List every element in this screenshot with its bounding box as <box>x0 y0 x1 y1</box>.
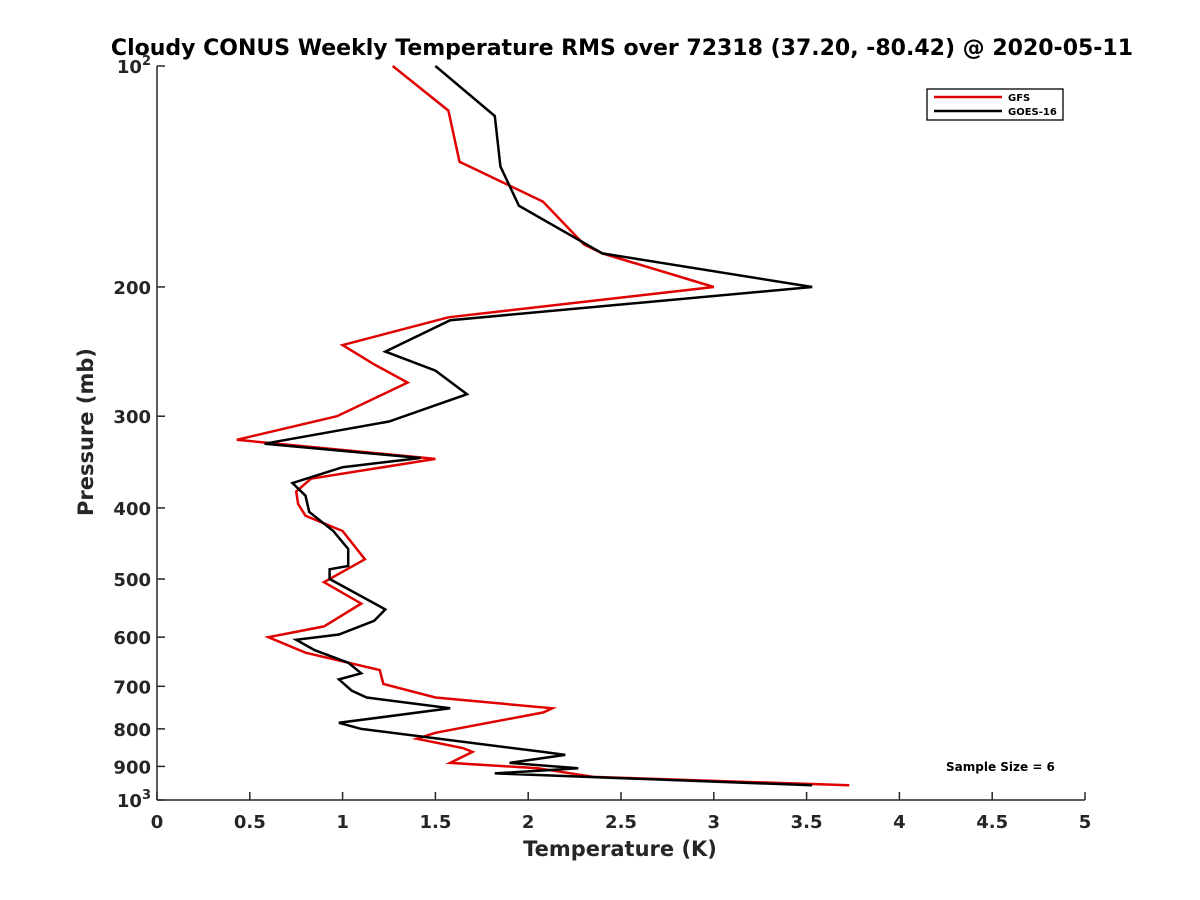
y-tick-label: 103 <box>117 788 151 812</box>
legend: GFS GOES-16 <box>926 88 1064 121</box>
y-tick-label: 500 <box>113 570 151 591</box>
y-tick-label: 200 <box>113 278 151 299</box>
x-tick-label: 1.5 <box>419 812 451 833</box>
chart-title: Cloudy CONUS Weekly Temperature RMS over… <box>111 36 1133 61</box>
legend-label-gfs: GFS <box>1008 93 1030 104</box>
x-tick-label: 3 <box>708 812 721 833</box>
legend-label-goes16: GOES-16 <box>1008 107 1057 118</box>
series-line-gfs <box>236 65 850 787</box>
x-tick-label: 0.5 <box>234 812 266 833</box>
x-tick-label: 4 <box>893 812 906 833</box>
y-tick-label: 600 <box>113 628 151 649</box>
y-tick-label: 900 <box>113 757 151 778</box>
y-tick-label: 102 <box>117 54 151 78</box>
x-tick-label: 1 <box>336 812 349 833</box>
y-tick-label: 300 <box>113 407 151 428</box>
y-axis-label: Pressure (mb) <box>74 348 98 516</box>
y-tick-label: 400 <box>113 499 151 520</box>
legend-box <box>926 88 1064 121</box>
x-tick-label: 0 <box>151 812 164 833</box>
x-tick-label: 2 <box>522 812 535 833</box>
series-line-goes16 <box>264 65 813 787</box>
x-axis-label: Temperature (K) <box>523 837 717 861</box>
y-tick-label: 700 <box>113 677 151 698</box>
sample-size-annotation: Sample Size = 6 <box>946 760 1055 774</box>
x-tick-label: 5 <box>1079 812 1092 833</box>
x-tick-label: 2.5 <box>605 812 637 833</box>
plot-area: 0 0.5 1 1.5 2 2.5 3 3.5 4 4.5 5 102 200 300 400 500 600 7… <box>113 54 1091 833</box>
y-tick-label: 800 <box>113 720 151 741</box>
x-tick-label: 4.5 <box>976 812 1008 833</box>
x-tick-label: 3.5 <box>791 812 823 833</box>
